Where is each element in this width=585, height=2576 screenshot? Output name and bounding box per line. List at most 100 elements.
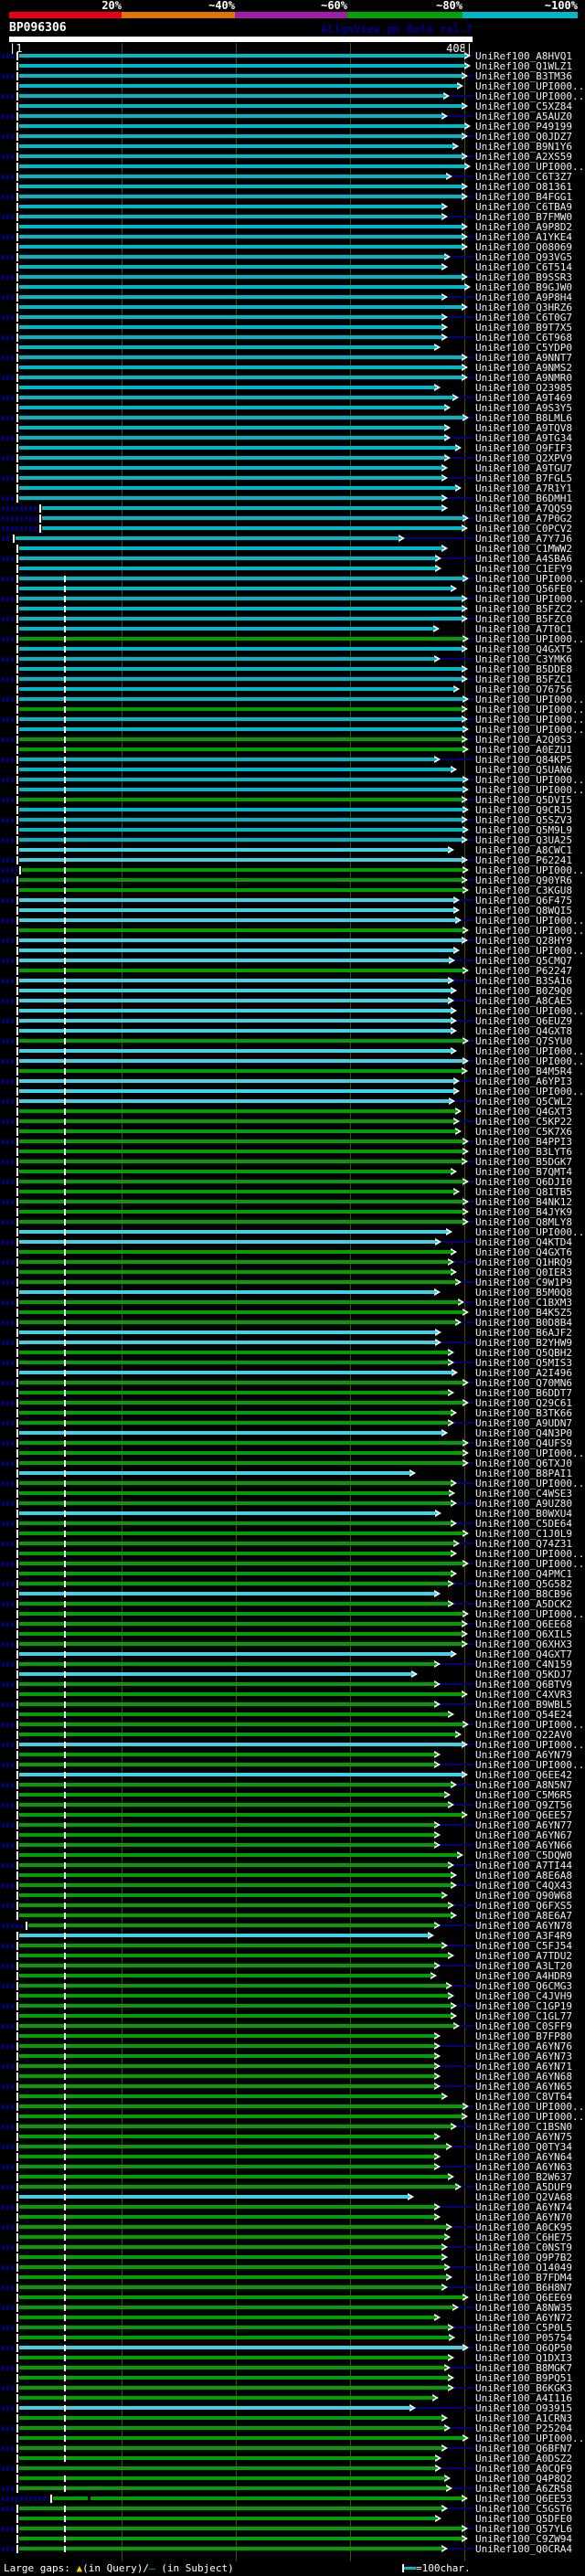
subject-label[interactable]: UniRef100_UPI000.. xyxy=(475,161,585,173)
subject-label[interactable]: UniRef100_A9NMS2 xyxy=(475,362,572,374)
alignment-bar[interactable] xyxy=(19,1552,451,1555)
alignment-bar[interactable] xyxy=(19,446,455,450)
alignment-bar[interactable] xyxy=(19,245,462,249)
alignment-bar[interactable] xyxy=(19,1260,448,1264)
subject-label[interactable]: UniRef100_Q6EE57 xyxy=(475,1809,572,1821)
alignment-bar[interactable] xyxy=(19,1401,463,1405)
subject-label[interactable]: UniRef100_C4QX43 xyxy=(475,1880,572,1892)
subject-label[interactable]: UniRef100_UPI000.. xyxy=(475,724,585,736)
subject-label[interactable]: UniRef100_Q6BFN7 xyxy=(475,2443,572,2454)
subject-label[interactable]: UniRef100_A4SBA6 xyxy=(475,553,572,565)
alignment-bar[interactable] xyxy=(19,1622,462,1626)
subject-label[interactable]: UniRef100_C6T3Z7 xyxy=(475,171,572,183)
subject-label[interactable]: UniRef100_B8PAI1 xyxy=(475,1468,572,1479)
subject-label[interactable]: UniRef100_A9P8D2 xyxy=(475,221,572,233)
subject-label[interactable]: UniRef100_B7FP80 xyxy=(475,2030,572,2042)
alignment-bar[interactable] xyxy=(19,2064,434,2068)
subject-label[interactable]: UniRef100_Q0JDZ7 xyxy=(475,131,572,143)
alignment-bar[interactable] xyxy=(16,536,399,540)
subject-label[interactable]: UniRef100_B7FMW0 xyxy=(475,211,572,223)
alignment-bar[interactable] xyxy=(19,275,462,279)
subject-label[interactable]: UniRef100_Q0TY34 xyxy=(475,2141,572,2153)
alignment-bar[interactable] xyxy=(53,2496,462,2500)
subject-label[interactable]: UniRef100_UPI000.. xyxy=(475,633,585,645)
subject-label[interactable]: UniRef100_UPI000.. xyxy=(475,864,585,876)
alignment-bar[interactable] xyxy=(19,2255,441,2259)
alignment-bar[interactable] xyxy=(19,215,441,218)
alignment-bar[interactable] xyxy=(19,225,462,228)
alignment-bar[interactable] xyxy=(19,1039,463,1043)
alignment-bar[interactable] xyxy=(19,305,462,309)
alignment-bar[interactable] xyxy=(19,466,441,470)
alignment-bar[interactable] xyxy=(19,1210,463,1214)
subject-label[interactable]: UniRef100_C5YDP0 xyxy=(475,342,572,354)
alignment-bar[interactable] xyxy=(42,506,441,510)
alignment-bar[interactable] xyxy=(19,1712,448,1716)
alignment-bar[interactable] xyxy=(19,1280,455,1284)
subject-label[interactable]: UniRef100_P62241 xyxy=(475,854,572,866)
subject-label[interactable]: UniRef100_A6YN70 xyxy=(475,2211,572,2223)
alignment-bar[interactable] xyxy=(19,1119,453,1123)
alignment-bar[interactable] xyxy=(19,667,462,671)
alignment-bar[interactable] xyxy=(19,737,462,741)
subject-label[interactable]: UniRef100_A9TGU7 xyxy=(475,462,572,474)
subject-label[interactable]: UniRef100_Q08069 xyxy=(475,241,572,253)
alignment-bar[interactable] xyxy=(19,2024,453,2028)
subject-label[interactable]: UniRef100_A3LT20 xyxy=(475,1960,572,1972)
alignment-bar[interactable] xyxy=(19,677,462,681)
subject-label[interactable]: UniRef100_C6TBA9 xyxy=(475,201,572,213)
subject-label[interactable]: UniRef100_Q5DVI5 xyxy=(475,794,572,806)
subject-label[interactable]: UniRef100_Q8MLY8 xyxy=(475,1216,572,1228)
subject-label[interactable]: UniRef100_B3SA16 xyxy=(475,975,572,987)
alignment-bar[interactable] xyxy=(19,1411,451,1415)
alignment-bar[interactable] xyxy=(19,2436,463,2440)
subject-label[interactable]: UniRef100_Q5DFE0 xyxy=(475,2513,572,2525)
subject-label[interactable]: UniRef100_B2W637 xyxy=(475,2171,572,2183)
subject-label[interactable]: UniRef100_Q56FE0 xyxy=(475,583,572,595)
alignment-bar[interactable] xyxy=(19,898,453,902)
alignment-bar[interactable] xyxy=(19,185,462,188)
subject-label[interactable]: UniRef100_A6ZR58 xyxy=(475,2483,572,2495)
subject-label[interactable]: UniRef100_O76756 xyxy=(475,684,572,695)
subject-label[interactable]: UniRef100_C5GST6 xyxy=(475,2503,572,2515)
subject-label[interactable]: UniRef100_A0DSZ2 xyxy=(475,2453,572,2465)
subject-label[interactable]: UniRef100_Q5G582 xyxy=(475,1578,572,1590)
alignment-bar[interactable] xyxy=(19,2547,441,2550)
alignment-bar[interactable] xyxy=(19,2507,441,2510)
alignment-bar[interactable] xyxy=(19,1361,448,1364)
alignment-bar[interactable] xyxy=(19,134,462,138)
alignment-bar[interactable] xyxy=(19,2406,410,2410)
alignment-bar[interactable] xyxy=(19,1521,451,1525)
alignment-bar[interactable] xyxy=(19,1964,434,1967)
subject-label[interactable]: UniRef100_A5AUZ0 xyxy=(475,111,572,122)
alignment-bar[interactable] xyxy=(19,154,462,158)
subject-label[interactable]: UniRef100_B4FGG1 xyxy=(475,191,572,203)
alignment-bar[interactable] xyxy=(19,1150,463,1153)
alignment-bar[interactable] xyxy=(19,456,444,460)
subject-label[interactable]: UniRef100_A7R1Y1 xyxy=(475,482,572,494)
subject-label[interactable]: UniRef100_A9TG34 xyxy=(475,432,572,444)
subject-label[interactable]: UniRef100_C0PCV2 xyxy=(475,523,572,535)
alignment-bar[interactable] xyxy=(19,567,435,570)
subject-label[interactable]: UniRef100_Q6DJI0 xyxy=(475,1176,572,1188)
alignment-bar[interactable] xyxy=(19,2396,432,2400)
alignment-bar[interactable] xyxy=(19,1662,434,1666)
subject-label[interactable]: UniRef100_C6T514 xyxy=(475,261,572,273)
subject-label[interactable]: UniRef100_C6T0G7 xyxy=(475,312,572,323)
alignment-bar[interactable] xyxy=(19,1491,449,1495)
subject-label[interactable]: UniRef100_UPI000.. xyxy=(475,1055,585,1067)
subject-label[interactable]: UniRef100_Q3HRZ6 xyxy=(475,302,572,313)
alignment-bar[interactable] xyxy=(19,1069,462,1073)
subject-label[interactable]: UniRef100_B9PQ51 xyxy=(475,2372,572,2384)
subject-label[interactable]: UniRef100_B0D8B4 xyxy=(475,1317,572,1329)
alignment-bar[interactable] xyxy=(19,1994,448,1998)
subject-label[interactable]: UniRef100_Q6EE68 xyxy=(475,1618,572,1630)
alignment-bar[interactable] xyxy=(19,1903,448,1907)
alignment-bar[interactable] xyxy=(19,426,444,429)
subject-label[interactable]: UniRef100_A9TQV8 xyxy=(475,422,572,434)
subject-label[interactable]: UniRef100_Q9CRJ5 xyxy=(475,804,572,816)
subject-label[interactable]: UniRef100_Q0IER3 xyxy=(475,1267,572,1278)
subject-label[interactable]: UniRef100_C9W1P9 xyxy=(475,1277,572,1288)
subject-label[interactable]: UniRef100_C0NST9 xyxy=(475,2242,572,2253)
alignment-bar[interactable] xyxy=(19,1672,411,1676)
